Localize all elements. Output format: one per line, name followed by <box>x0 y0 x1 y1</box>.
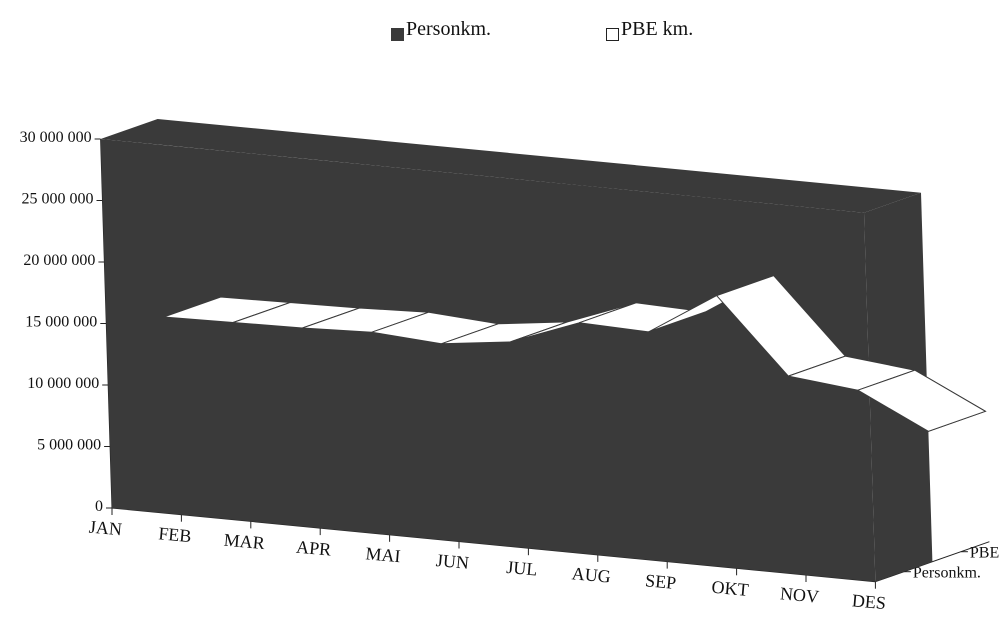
x-tick-label: OKT <box>711 577 750 600</box>
x-tick-label: FEB <box>158 523 193 546</box>
x-tick-label: MAI <box>365 543 402 566</box>
x-tick-label: AUG <box>571 563 612 586</box>
legend-swatch-personkm <box>391 28 404 41</box>
x-tick-label: JUL <box>506 557 539 580</box>
legend-label-personkm: Personkm. <box>406 18 491 40</box>
legend-swatch-pbe-km <box>606 28 619 41</box>
depth-tick-label: PBE km. <box>970 545 1003 562</box>
x-tick-label: JUN <box>435 550 470 573</box>
series-personkm-front-face <box>100 139 876 582</box>
legend-item-personkm: Personkm. <box>391 18 491 41</box>
legend-item-pbe-km: PBE km. <box>606 18 693 41</box>
x-tick-label: SEP <box>644 570 677 593</box>
x-tick-label: JAN <box>88 517 123 540</box>
y-tick-label: 5 000 000 <box>37 437 101 454</box>
y-tick-label: 30 000 000 <box>20 129 92 146</box>
series-pbe-km-visible-segment <box>856 369 987 432</box>
x-tick-label: DES <box>851 590 887 613</box>
y-tick-label: 10 000 000 <box>27 375 99 392</box>
x-tick-label: MAR <box>223 530 266 553</box>
depth-tick-label: Personkm. <box>913 565 981 582</box>
series-personkm-top-face <box>100 119 922 213</box>
y-tick-label: 20 000 000 <box>23 252 95 269</box>
chart-legend: Personkm. PBE km. <box>0 18 1003 48</box>
y-tick-label: 15 000 000 <box>25 314 97 331</box>
legend-label-pbe-km: PBE km. <box>621 18 694 40</box>
y-tick-label: 0 <box>95 498 103 515</box>
x-tick-label: APR <box>295 537 332 560</box>
x-tick-label: NOV <box>779 583 820 606</box>
y-tick-label: 25 000 000 <box>22 191 94 208</box>
